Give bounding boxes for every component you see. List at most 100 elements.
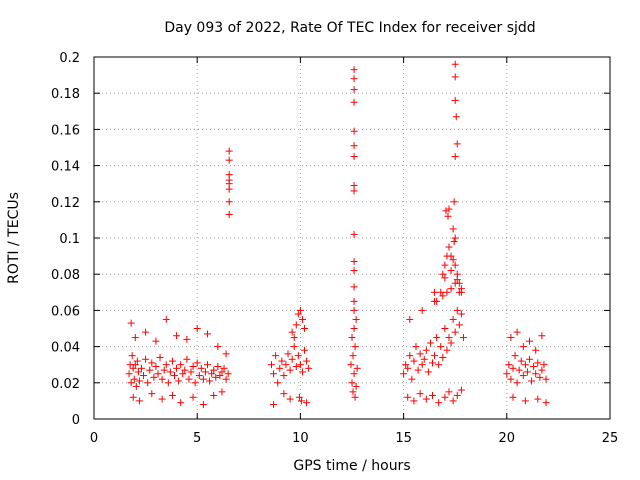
data-point xyxy=(270,370,278,378)
data-point xyxy=(443,346,451,354)
data-point xyxy=(298,368,306,376)
data-point xyxy=(532,370,540,378)
data-point xyxy=(183,335,191,343)
data-point xyxy=(276,364,284,372)
y-tick-label: 0.04 xyxy=(51,341,80,356)
data-point xyxy=(404,364,412,372)
data-point xyxy=(349,388,357,396)
data-point xyxy=(507,375,515,383)
data-point xyxy=(410,357,418,365)
data-point xyxy=(351,393,359,401)
data-point xyxy=(134,368,142,376)
data-point xyxy=(443,288,451,296)
data-point xyxy=(127,319,135,327)
data-point xyxy=(350,306,358,314)
data-point xyxy=(439,270,447,278)
y-tick-label: 0 xyxy=(72,413,80,428)
data-point xyxy=(439,292,447,300)
data-point xyxy=(129,364,137,372)
data-point xyxy=(294,352,302,360)
data-point xyxy=(201,368,209,376)
data-point xyxy=(521,397,529,405)
data-point xyxy=(441,274,449,282)
y-tick-label: 0.18 xyxy=(51,87,80,102)
data-point xyxy=(286,366,294,374)
data-point xyxy=(212,373,220,381)
data-point xyxy=(189,363,197,371)
data-point xyxy=(132,382,140,390)
data-point xyxy=(447,339,455,347)
data-point xyxy=(350,258,358,266)
data-point xyxy=(350,127,358,135)
data-point xyxy=(294,310,302,318)
data-point xyxy=(127,379,135,387)
data-point xyxy=(278,357,286,365)
y-tick-label: 0.12 xyxy=(51,196,80,211)
data-point xyxy=(540,361,548,369)
data-point xyxy=(301,346,309,354)
data-point xyxy=(166,368,174,376)
data-point xyxy=(404,393,412,401)
data-point xyxy=(168,391,176,399)
data-point xyxy=(350,230,358,238)
chart-title: Day 093 of 2022, Rate Of TEC Index for r… xyxy=(164,20,535,36)
data-point xyxy=(526,337,534,345)
data-point xyxy=(305,364,313,372)
data-point xyxy=(503,370,511,378)
data-point xyxy=(349,352,357,360)
data-point xyxy=(536,373,544,381)
data-point xyxy=(288,328,296,336)
data-point xyxy=(442,207,450,215)
data-point xyxy=(422,346,430,354)
data-point xyxy=(410,397,418,405)
data-point xyxy=(225,198,233,206)
data-point xyxy=(445,388,453,396)
data-point xyxy=(350,98,358,106)
data-point xyxy=(418,306,426,314)
y-tick-label: 0.14 xyxy=(51,160,80,175)
data-point xyxy=(140,372,148,380)
data-point xyxy=(400,370,408,378)
y-tick-label: 0.2 xyxy=(59,51,80,66)
y-tick-label: 0.16 xyxy=(51,123,80,138)
data-point xyxy=(173,364,181,372)
data-point xyxy=(519,372,527,380)
data-point xyxy=(350,267,358,275)
data-point xyxy=(206,377,214,385)
data-point xyxy=(199,375,207,383)
data-point xyxy=(286,395,294,403)
data-point xyxy=(534,359,542,367)
data-point xyxy=(225,210,233,218)
data-point xyxy=(453,391,461,399)
data-point xyxy=(347,361,355,369)
data-point xyxy=(137,364,145,372)
data-point xyxy=(135,377,143,385)
data-point xyxy=(168,357,176,365)
x-axis-label: GPS time / hours xyxy=(293,458,410,474)
y-axis-label: ROTI / TECUs xyxy=(6,192,22,284)
y-tick-label: 0.08 xyxy=(51,268,80,283)
data-point xyxy=(441,261,449,269)
data-point xyxy=(131,334,139,342)
data-point xyxy=(282,361,290,369)
data-point xyxy=(505,361,513,369)
data-point xyxy=(428,359,436,367)
data-point xyxy=(350,325,358,332)
data-point xyxy=(187,368,195,376)
data-point xyxy=(515,366,523,374)
data-point xyxy=(170,372,178,380)
data-point xyxy=(428,391,436,399)
x-tick-label: 15 xyxy=(395,431,412,446)
data-point xyxy=(402,361,410,369)
data-point xyxy=(420,355,428,363)
data-point xyxy=(457,386,465,394)
data-point xyxy=(298,315,306,323)
data-point xyxy=(451,73,459,81)
data-point xyxy=(431,288,439,296)
data-point xyxy=(218,388,226,396)
data-point xyxy=(189,393,197,401)
data-point xyxy=(437,343,445,351)
data-point xyxy=(173,332,181,340)
data-point xyxy=(224,370,232,378)
